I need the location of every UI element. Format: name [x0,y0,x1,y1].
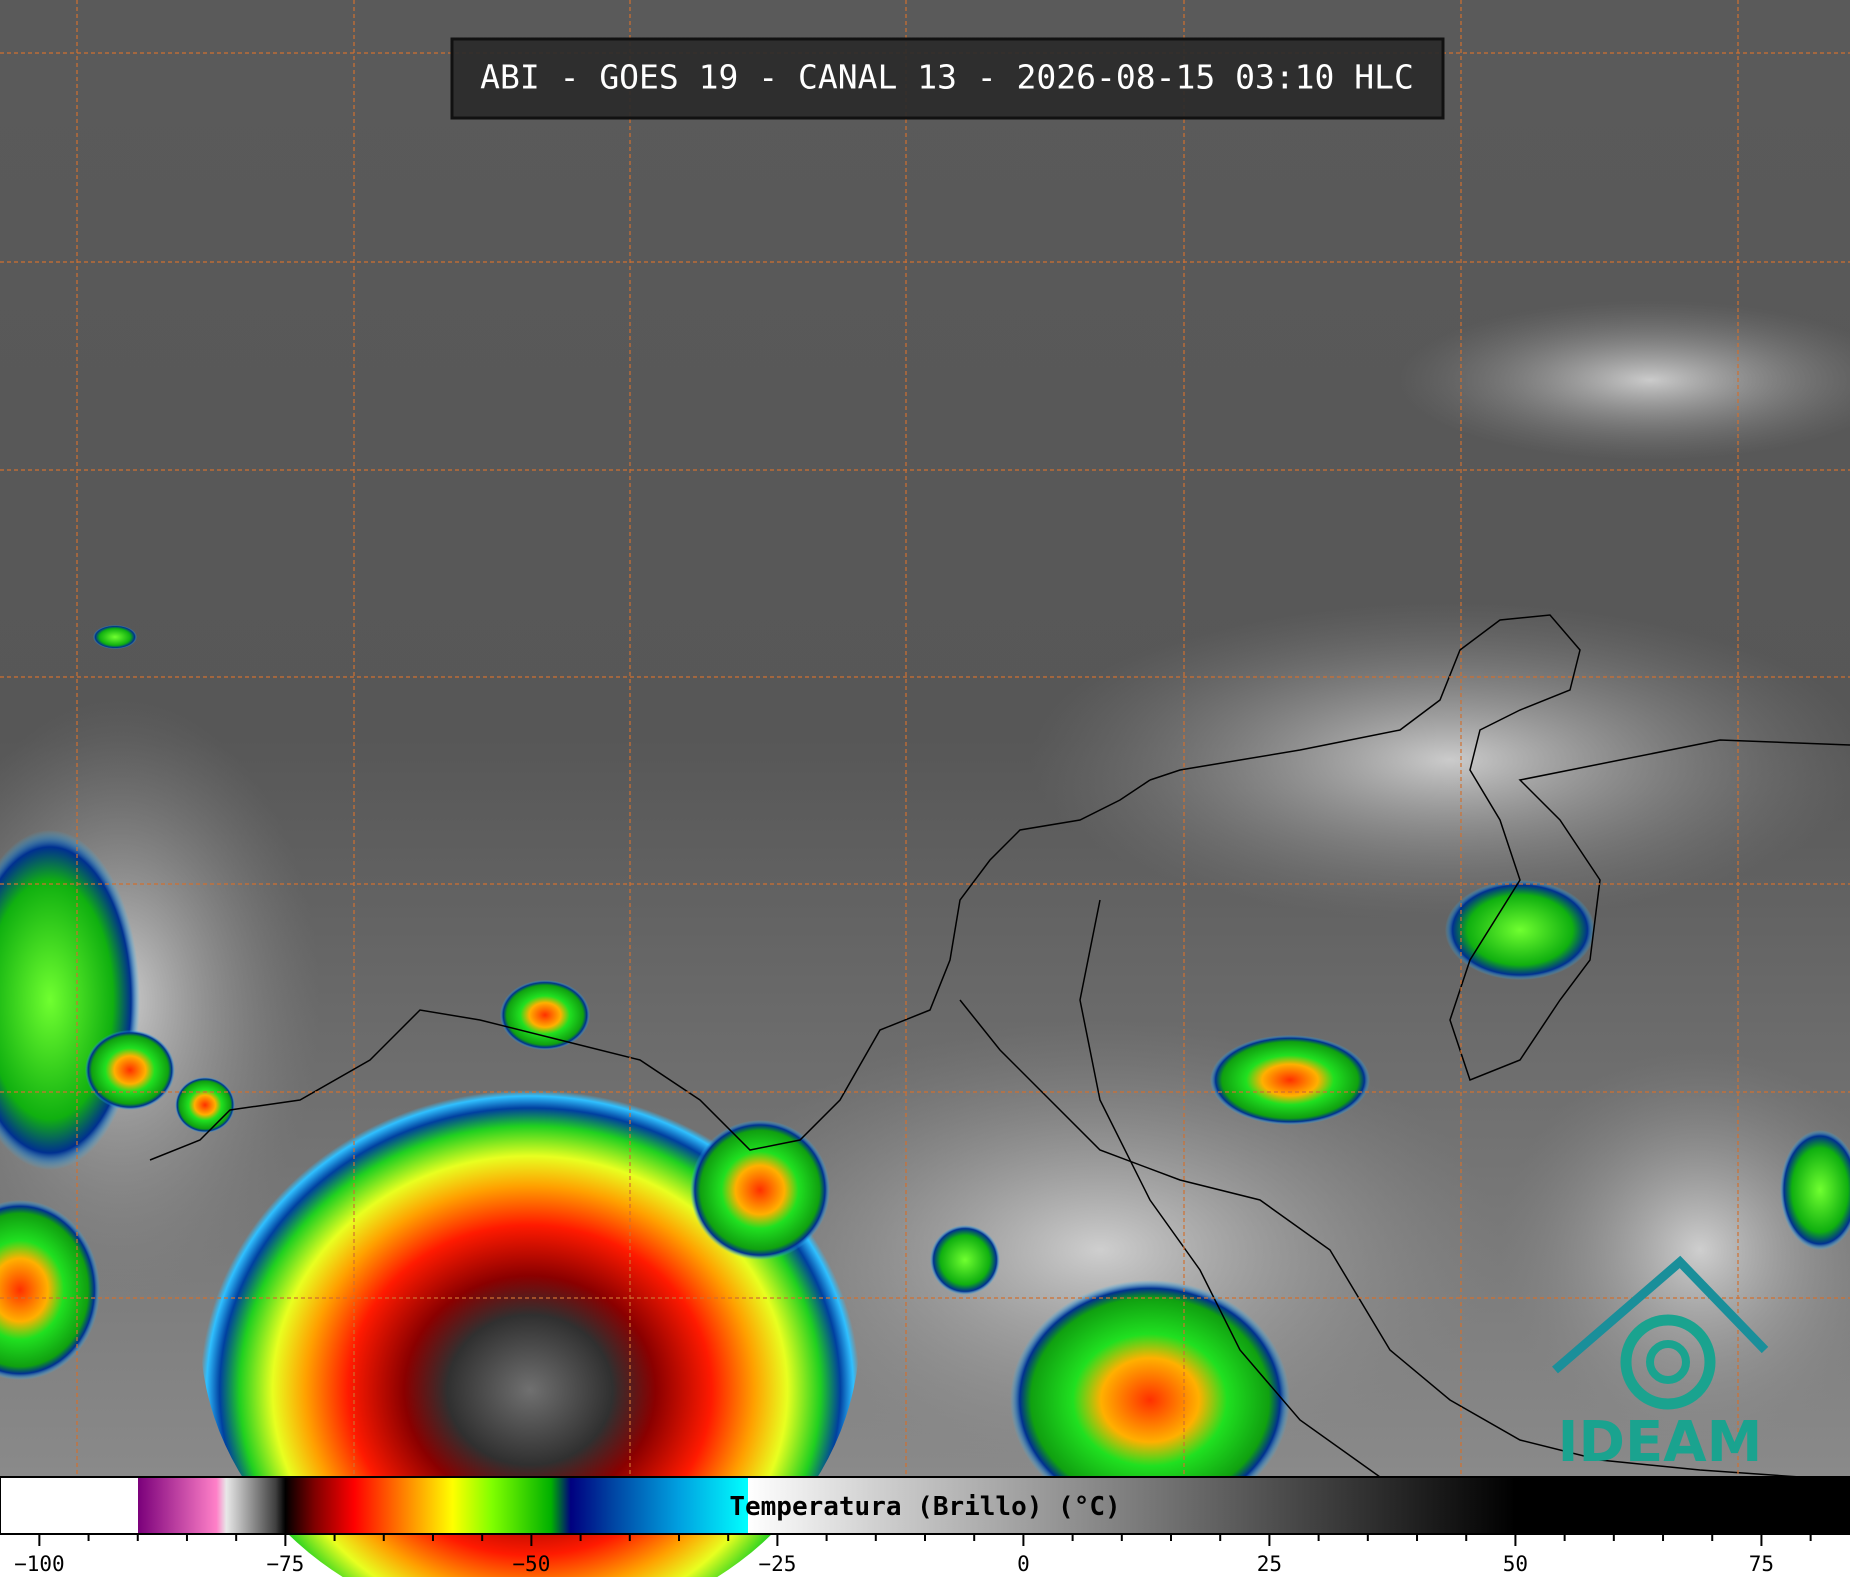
tick-label: 0 [1017,1552,1030,1576]
tick-label: 25 [1257,1552,1282,1576]
colorbar: Temperatura (Brillo) (°C) −100 −75 −50 −25 0 2… [0,1476,1850,1576]
logo [1552,1255,1769,1410]
tick-label: −100 [14,1552,65,1576]
title: ABI - GOES 19 - CANAL 13 - 2026-08-15 03… [480,58,1414,97]
tick-label: 75 [1749,1552,1774,1576]
logo-text: IDEAM [1558,1410,1763,1475]
tick-label: −75 [266,1552,304,1576]
colorbar-label: Temperatura (Brillo) (°C) [729,1492,1120,1522]
tick-label: −50 [512,1552,550,1576]
tick-label: −25 [758,1552,796,1576]
tick-label: 50 [1503,1552,1528,1576]
title-box [450,37,1445,120]
